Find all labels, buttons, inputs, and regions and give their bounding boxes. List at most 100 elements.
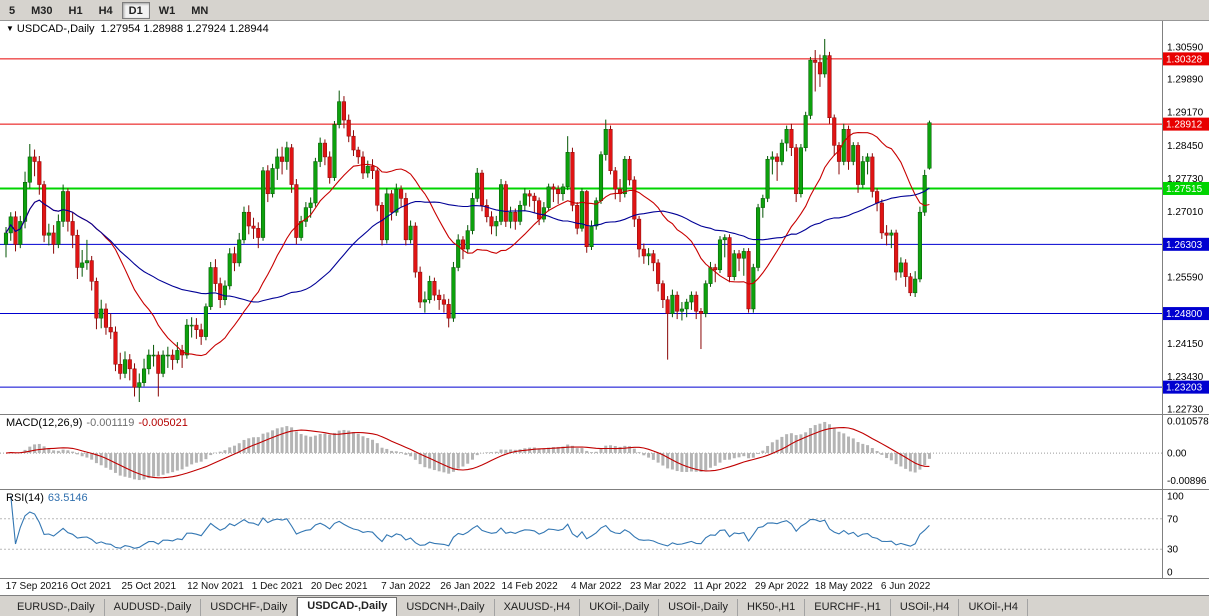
tab-audusd-daily[interactable]: AUDUSD-,Daily: [105, 599, 202, 616]
price-axis-label: 1.29170: [1167, 108, 1204, 119]
tab-ukoil-h4[interactable]: UKOil-,H4: [959, 599, 1028, 616]
timeframe-button-m30[interactable]: M30: [31, 4, 53, 17]
candle: [441, 299, 446, 305]
price-level-badge-label: 1.27515: [1166, 184, 1203, 195]
timeframe-button-w1[interactable]: W1: [158, 4, 176, 17]
rsi-axis-label: 70: [1167, 514, 1179, 525]
candle: [189, 324, 194, 327]
tab-hk50-h1[interactable]: HK50-,H1: [738, 599, 806, 616]
price-level-badge: [1163, 181, 1209, 195]
candle: [851, 145, 856, 162]
candle: [232, 253, 237, 264]
candle: [875, 191, 880, 204]
candle: [241, 211, 247, 241]
candle: [75, 234, 80, 268]
tab-xauusd-h4[interactable]: XAUUSD-,H4: [495, 599, 581, 616]
macd-chart[interactable]: 0.010578 0.00 -0.00896: [0, 415, 1209, 489]
tab-usoil-daily[interactable]: USOil-,Daily: [659, 599, 738, 616]
tab-usdcnh-daily[interactable]: USDCNH-,Daily: [397, 599, 495, 616]
candle: [717, 239, 723, 271]
price-axis-label: 1.27010: [1167, 207, 1204, 218]
moving-average-line: [5, 187, 930, 303]
candle: [765, 158, 770, 199]
candle: [37, 161, 42, 185]
macd-panel[interactable]: MACD(12,26,9) -0.001119 -0.005021 0.010578…: [0, 415, 1209, 490]
candle: [770, 156, 775, 160]
candle: [751, 267, 756, 310]
date-label: 25 Oct 2021: [121, 581, 177, 592]
date-label: 20 Dec 2021: [310, 581, 368, 592]
candle: [917, 211, 922, 280]
price-chart-panel[interactable]: ▼ USDCAD-,Daily 1.27954 1.28988 1.27924 1.…: [0, 21, 1209, 415]
candle: [94, 281, 99, 319]
candle: [817, 62, 823, 75]
candle: [722, 237, 727, 241]
timeframe-button-h4[interactable]: H4: [98, 4, 113, 17]
candle: [289, 147, 294, 185]
candle: [122, 359, 128, 374]
candle: [813, 59, 818, 63]
tab-usdchf-daily[interactable]: USDCHF-,Daily: [201, 599, 298, 616]
date-label: 4 Mar 2022: [570, 581, 622, 592]
chart-dropdown-icon[interactable]: ▼: [6, 24, 14, 33]
candle: [898, 262, 903, 273]
candle: [341, 101, 347, 121]
candle: [80, 262, 85, 268]
macd-label: MACD(12,26,9): [6, 417, 83, 429]
candle: [46, 232, 51, 236]
macd-title: MACD(12,26,9) -0.001119 -0.005021: [6, 417, 188, 429]
timeframe-button-5[interactable]: 5: [9, 4, 16, 17]
candle: [708, 267, 713, 284]
candle: [418, 271, 423, 303]
price-axis-label: 1.27730: [1167, 174, 1204, 185]
candle: [280, 156, 285, 162]
candle: [151, 354, 156, 357]
candle: [846, 129, 851, 162]
price-level-badge: [1163, 380, 1209, 394]
candle: [927, 122, 932, 169]
candle: [603, 129, 608, 155]
rsi-axis-label: 0: [1167, 568, 1173, 579]
timeframe-button-h1[interactable]: H1: [68, 4, 83, 17]
candle: [594, 200, 599, 227]
candle: [89, 260, 94, 282]
candle: [56, 221, 61, 245]
timeframe-button-mn[interactable]: MN: [191, 4, 209, 17]
rsi-panel[interactable]: RSI(14) 63.5146 100 70 30 0: [0, 490, 1209, 579]
candle: [61, 191, 66, 222]
date-label: 18 May 2022: [814, 581, 873, 592]
candle: [794, 147, 799, 195]
tab-usoil-h4[interactable]: USOil-,H4: [891, 599, 960, 616]
moving-average-line: [5, 132, 930, 357]
tab-usdcad-daily[interactable]: USDCAD-,Daily: [297, 597, 398, 616]
price-level-badge-label: 1.30328: [1166, 54, 1203, 65]
candle: [484, 205, 489, 218]
candlestick-chart[interactable]: 1.30590 1.29890 1.29170 1.28450 1.27730 1.270…: [0, 21, 1209, 414]
tab-eurusd-daily[interactable]: EURUSD-,Daily: [8, 599, 105, 616]
candle: [827, 55, 832, 119]
candle: [860, 161, 865, 185]
rsi-title: RSI(14) 63.5146: [6, 492, 88, 504]
candle: [32, 156, 37, 162]
candle: [265, 170, 270, 195]
price-axis-label: 1.25590: [1167, 273, 1204, 284]
time-axis[interactable]: 17 Sep 2021 6 Oct 2021 25 Oct 2021 12 Nov 2…: [0, 579, 1209, 596]
candle: [108, 327, 113, 333]
macd-axis-label: 0.00: [1167, 449, 1187, 460]
candle: [161, 354, 166, 374]
candle: [260, 170, 266, 238]
candle: [679, 308, 684, 312]
candle: [494, 221, 499, 227]
tab-ukoil-daily[interactable]: UKOil-,Daily: [580, 599, 660, 616]
timeframe-button-d1[interactable]: D1: [121, 1, 150, 19]
tab-eurchf-h1[interactable]: EURCHF-,H1: [805, 599, 891, 616]
price-axis-label: 1.24150: [1167, 339, 1204, 350]
candle: [698, 311, 704, 314]
candle: [370, 165, 375, 171]
candle: [346, 119, 351, 137]
candle: [779, 142, 784, 162]
candle: [303, 207, 308, 222]
candle: [522, 193, 527, 206]
rsi-chart[interactable]: 100 70 30 0: [0, 490, 1209, 578]
